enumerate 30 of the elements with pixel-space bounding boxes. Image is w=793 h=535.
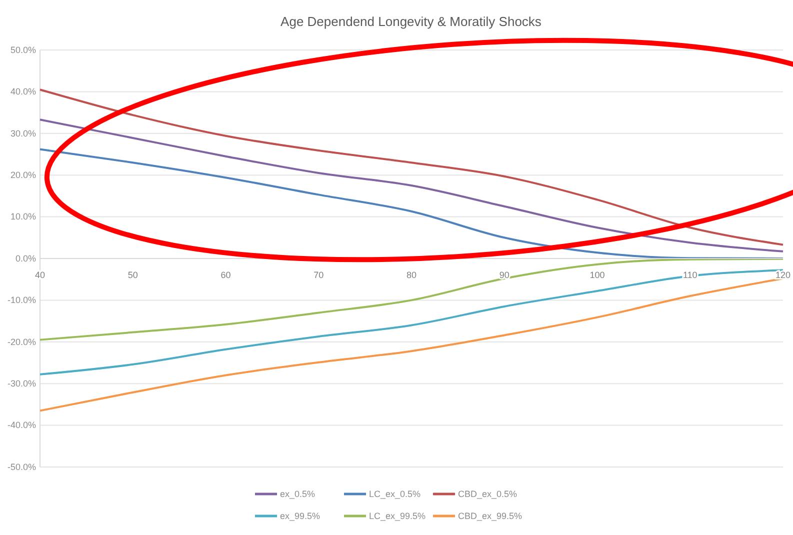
y-tick-label: -10.0% xyxy=(7,295,36,306)
x-tick-label: 60 xyxy=(220,270,231,280)
x-tick-label: 100 xyxy=(590,270,605,280)
y-tick-label: -50.0% xyxy=(7,462,36,472)
y-tick-label: -30.0% xyxy=(7,378,36,388)
line-series xyxy=(39,118,784,252)
line-series xyxy=(39,88,784,246)
legend-label: LC_ex_99.5% xyxy=(369,511,426,521)
x-tick-label: 80 xyxy=(406,270,417,280)
line-series xyxy=(39,278,784,412)
legend-label: CBD_ex_0.5% xyxy=(458,489,518,499)
x-tick-label: 120 xyxy=(775,270,791,280)
y-tick-label: 50.0% xyxy=(10,44,36,55)
line-series xyxy=(39,148,784,260)
y-tick-label: 40.0% xyxy=(10,86,36,97)
x-tick-label: 50 xyxy=(128,270,138,280)
y-tick-label: 20.0% xyxy=(10,170,36,180)
legend-label: ex_0.5% xyxy=(280,489,316,499)
y-tick-label: 10.0% xyxy=(10,212,36,222)
legend-label: CBD_ex_99.5% xyxy=(458,511,522,521)
x-tick-label: 70 xyxy=(314,270,324,280)
x-tick-label: 40 xyxy=(34,270,46,280)
y-tick-label: 0.0% xyxy=(15,253,36,264)
y-tick-label: 30.0% xyxy=(10,128,36,138)
chart-title: Age Dependend Longevity & Moratily Shocks xyxy=(280,14,542,29)
x-tick-label: 90 xyxy=(499,270,510,280)
y-tick-label: -40.0% xyxy=(7,420,36,430)
y-tick-label: -20.0% xyxy=(7,336,36,347)
legend-label: LC_ex_0.5% xyxy=(369,489,421,499)
legend-label: ex_99.5% xyxy=(280,511,320,521)
